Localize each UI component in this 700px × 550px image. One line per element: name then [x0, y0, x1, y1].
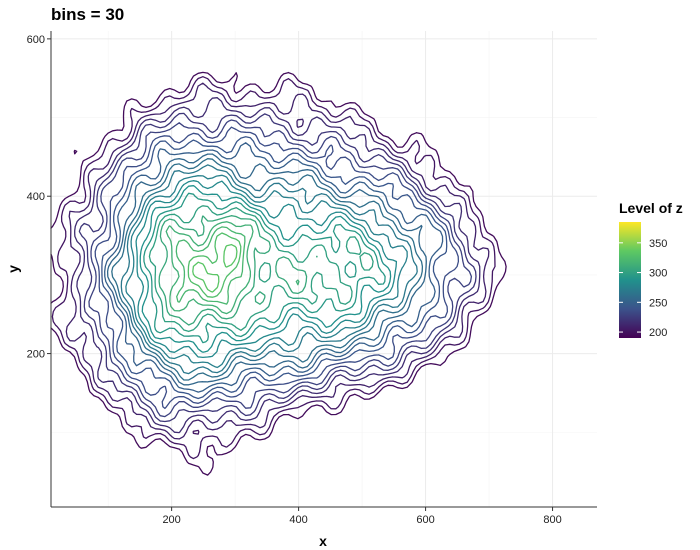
contour-level-0: [50, 71, 507, 476]
contour-level-7: [101, 136, 448, 400]
x-tick-label: 600: [416, 514, 434, 526]
y-axis-ticks: 200 400 600: [27, 34, 51, 361]
contour-level-17: [158, 215, 318, 326]
x-axis-title: x: [319, 533, 327, 549]
contour-level-3: [74, 97, 481, 434]
x-tick-label: 200: [162, 514, 180, 526]
legend-tick-label: 300: [649, 268, 667, 280]
contour-level-12: [125, 174, 408, 369]
x-tick-label: 800: [543, 514, 561, 526]
contour-lines: [50, 71, 507, 476]
contour-level-21: [192, 243, 238, 293]
legend-tick-label: 350: [649, 238, 667, 250]
contour-level-20: [187, 232, 242, 298]
contour-level-18: [165, 221, 300, 315]
contour-level-10: [111, 158, 424, 381]
chart-title: bins = 30: [51, 5, 124, 24]
contour-level-13: [135, 180, 398, 359]
contour-level-19: [175, 226, 246, 305]
contour-level-14: [139, 185, 392, 353]
legend-tick-label: 200: [649, 327, 667, 339]
y-tick-label: 400: [27, 191, 45, 203]
contour-level-1: [51, 76, 496, 460]
y-tick-label: 600: [27, 34, 45, 46]
legend: Level of z 200 250 300 350: [619, 200, 683, 339]
contour-level-2: [65, 82, 490, 440]
contour-level-4: [78, 112, 477, 423]
x-tick-label: 400: [289, 514, 307, 526]
legend-ticks: 200 250 300 350: [619, 238, 667, 339]
contour-level-8: [104, 142, 444, 393]
contour-level-6: [94, 126, 460, 410]
contour-level-15: [143, 192, 386, 344]
x-axis-ticks: 200 400 600 800: [162, 507, 562, 526]
contour-level-16: [148, 205, 374, 333]
legend-title: Level of z: [619, 200, 683, 216]
axes: [50, 31, 597, 508]
contour-level-5: [88, 119, 473, 418]
legend-tick-label: 250: [649, 297, 667, 309]
legend-colorbar: [619, 222, 641, 338]
contour-level-9: [106, 153, 427, 386]
contour-level-11: [120, 164, 418, 375]
y-axis-title: y: [5, 265, 21, 273]
y-tick-label: 200: [27, 349, 45, 361]
